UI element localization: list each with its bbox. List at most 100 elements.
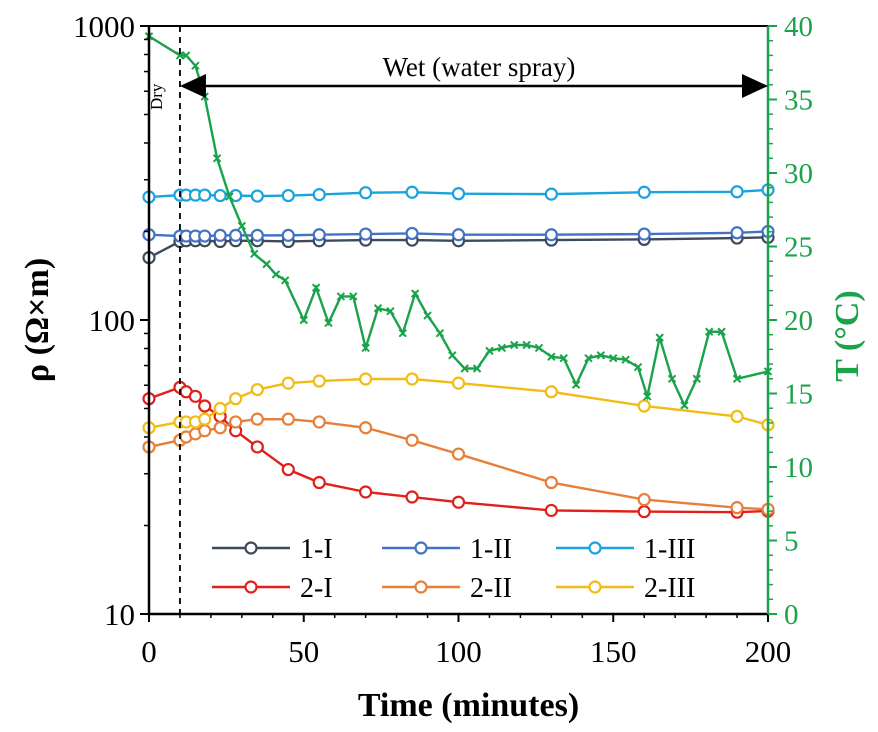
dry-label: Dry bbox=[147, 83, 166, 110]
wet-arrow-right-head bbox=[742, 74, 768, 98]
data-point-x bbox=[655, 333, 664, 342]
data-point-x bbox=[349, 292, 358, 301]
data-point bbox=[451, 228, 466, 242]
y2-tick-label: 0 bbox=[784, 599, 799, 631]
wet-arrow-left-head bbox=[179, 74, 206, 98]
data-point bbox=[250, 382, 264, 397]
data-point-x bbox=[237, 221, 247, 231]
legend-item: 2-I bbox=[212, 573, 333, 604]
x-tick-label: 200 bbox=[745, 634, 792, 669]
data-point-x bbox=[633, 362, 643, 372]
data-point bbox=[544, 503, 558, 518]
data-point bbox=[312, 228, 326, 242]
data-point-x bbox=[680, 401, 689, 410]
y2-axis-title: T (°C) bbox=[829, 290, 866, 381]
data-point-x bbox=[609, 354, 618, 363]
data-point bbox=[730, 226, 744, 240]
legend-label: 1-I bbox=[300, 534, 333, 565]
series-1-ii bbox=[142, 224, 775, 243]
data-point-x bbox=[262, 259, 271, 269]
series-1-iii bbox=[142, 183, 775, 204]
data-point bbox=[229, 415, 243, 429]
data-point bbox=[359, 227, 373, 241]
x-tick-label: 0 bbox=[141, 634, 157, 669]
y2-tick-label: 10 bbox=[784, 452, 813, 484]
data-point-x bbox=[621, 355, 630, 364]
legend-label: 1-III bbox=[644, 534, 695, 565]
data-point-x bbox=[373, 304, 383, 313]
legend-item: 1-II bbox=[382, 534, 512, 565]
series-t-c- bbox=[144, 32, 773, 410]
data-point bbox=[637, 492, 651, 507]
y2-tick-label: 35 bbox=[784, 85, 813, 117]
data-point bbox=[637, 504, 651, 519]
data-point-x bbox=[398, 329, 407, 338]
data-point bbox=[281, 376, 295, 390]
y2-tick-label: 30 bbox=[784, 158, 813, 190]
legend-label: 2-I bbox=[300, 573, 333, 604]
data-point bbox=[250, 228, 264, 242]
data-point-x bbox=[250, 249, 259, 259]
data-point bbox=[198, 412, 212, 426]
data-point-x bbox=[485, 346, 494, 356]
data-point-x bbox=[361, 343, 370, 353]
legend-marker bbox=[414, 541, 428, 555]
data-point-x bbox=[534, 343, 544, 353]
data-point bbox=[405, 226, 419, 241]
data-point bbox=[730, 185, 744, 199]
data-point bbox=[405, 372, 419, 386]
x-tick-label: 150 bbox=[590, 634, 637, 669]
data-point bbox=[312, 374, 326, 388]
data-point bbox=[281, 412, 295, 426]
data-point-x bbox=[460, 364, 469, 373]
data-point bbox=[229, 392, 243, 406]
data-point bbox=[451, 495, 466, 509]
data-point-x bbox=[191, 61, 200, 70]
wet-label: Wet (water spray) bbox=[383, 52, 576, 82]
data-point bbox=[250, 412, 264, 426]
legend-label: 2-II bbox=[470, 573, 512, 604]
data-point bbox=[451, 187, 466, 201]
legend-label: 2-III bbox=[644, 573, 695, 604]
data-point bbox=[451, 376, 466, 390]
data-point bbox=[359, 421, 373, 435]
legend-marker bbox=[414, 580, 428, 594]
y2-tick-label: 25 bbox=[784, 232, 813, 264]
data-point-x bbox=[667, 374, 677, 384]
data-point bbox=[405, 185, 419, 199]
legend-label: 1-II bbox=[470, 534, 512, 565]
data-point bbox=[281, 228, 295, 242]
data-point-x bbox=[225, 192, 234, 201]
data-point bbox=[312, 188, 326, 202]
legend-item: 1-III bbox=[556, 534, 695, 565]
y2-tick-label: 20 bbox=[784, 305, 813, 337]
data-point bbox=[405, 433, 419, 447]
data-point-x bbox=[596, 351, 606, 360]
y2-tick-label: 40 bbox=[784, 11, 813, 43]
data-point-x bbox=[547, 352, 556, 361]
legend-item: 2-III bbox=[556, 573, 695, 604]
data-point-x bbox=[175, 51, 185, 60]
data-point-x bbox=[472, 364, 482, 373]
data-point bbox=[229, 228, 243, 242]
data-point bbox=[281, 188, 295, 203]
data-point bbox=[730, 501, 744, 515]
data-point bbox=[198, 229, 212, 243]
data-point-x bbox=[510, 340, 519, 350]
legend-marker bbox=[588, 541, 602, 555]
data-point-x bbox=[324, 318, 333, 328]
data-point-x bbox=[410, 289, 420, 298]
data-point-x bbox=[299, 315, 308, 325]
series-2-ii bbox=[142, 412, 775, 516]
y2-tick-label: 5 bbox=[784, 526, 799, 558]
data-point bbox=[312, 415, 326, 429]
legend-marker bbox=[244, 580, 258, 594]
legend-marker bbox=[244, 541, 258, 555]
data-point bbox=[405, 490, 419, 504]
data-point-x bbox=[704, 327, 714, 336]
data-point-x bbox=[448, 351, 457, 360]
y-axis-title: ρ (Ω×m) bbox=[19, 258, 56, 382]
data-point-x bbox=[692, 374, 702, 384]
